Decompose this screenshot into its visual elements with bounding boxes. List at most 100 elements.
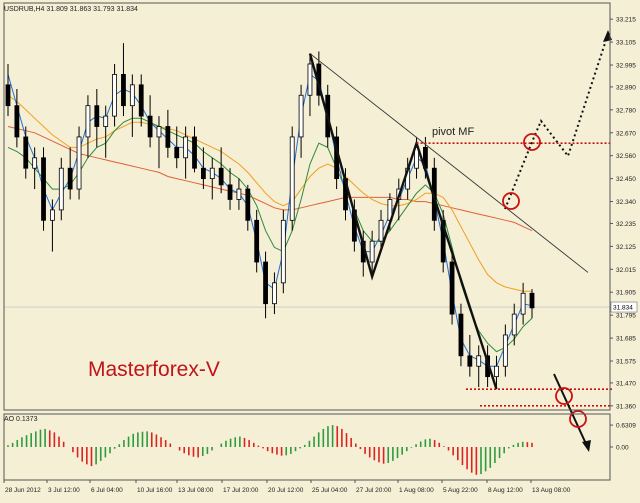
candle-body [156,126,162,138]
candle-body [254,219,260,263]
candle-body [227,184,233,200]
price-tick-label: 32.015 [616,267,636,274]
candle-body [165,126,171,148]
pivot-label: pivot MF [432,126,474,138]
price-tick-label: 32.890 [616,84,636,91]
last-price-label: 31.834 [613,305,633,312]
candle-body [200,167,206,180]
candle-body [245,188,251,221]
candle-body [85,105,91,138]
candle-body [103,115,109,127]
candle-body [529,292,535,309]
candle-body [67,167,73,190]
time-tick-label: 20 Jul 12:00 [268,487,304,494]
axes: 33.215 33.105 32.995 32.890 32.780 32.670 32.5… [3,2,638,494]
candle-body [50,209,55,221]
candle-body [298,94,304,138]
time-tick-label: 5 Aug 22:00 [443,487,478,494]
candle-body [449,261,455,315]
candle-body [467,355,473,367]
candle-body [502,334,508,367]
candle-body [263,261,268,305]
time-tick-label: 6 Jul 04:00 [91,487,123,494]
candle-body [58,167,64,211]
candle-body [511,313,517,336]
candle-body [494,365,499,378]
symbol-header: USDRUB,H4 31.809 31.863 31.793 31.834 [4,6,138,13]
candle-body [440,219,446,263]
last-price-box [610,301,638,313]
candle-body [458,313,464,357]
time-tick-label: 1 Aug 08:00 [399,487,434,494]
bearish-arrow-head [582,440,591,452]
zigzag-line [308,53,498,390]
watermark: Masterforex-V [88,358,220,381]
annotation-circle [569,410,587,428]
price-tick-label: 31.795 [616,313,636,320]
candle-body [183,136,189,159]
candle-body [129,84,135,107]
price-tick-label: 32.125 [616,244,636,251]
candle-body [236,188,242,200]
ma-red-line [7,126,533,232]
analysis-overlay [308,30,612,452]
bullish-projection-path [504,33,609,210]
time-tick-label: 13 Aug 08:00 [532,487,571,494]
ma-green-line [7,117,533,353]
time-tick-label: 3 Jul 12:00 [48,487,80,494]
time-tick-label: 28 Jun 2012 [5,487,41,494]
price-tick-label: 32.450 [616,176,636,183]
candle-body [32,157,38,169]
price-tick-label: 31.575 [616,359,636,366]
candle-body [289,136,295,221]
candle-body [23,136,29,169]
time-tick-label: 10 Jul 16:00 [137,487,173,494]
candle-body [369,240,375,263]
candle-body [147,115,153,138]
candle-body [41,157,46,221]
price-tick-label: 32.670 [616,130,636,137]
price-tick-label: 33.215 [616,17,636,24]
candle-body [174,146,180,159]
price-tick-label: 32.780 [616,107,636,114]
price-tick-label: 32.995 [616,63,636,70]
candle-body [192,136,197,169]
annotation-circle [555,387,573,405]
candle-body [476,355,482,367]
annotation-circle [523,133,541,151]
candle-body [138,84,144,117]
candle-body [378,219,384,242]
ao-panel [7,425,533,475]
candle-body [112,74,117,117]
candle-body [76,136,82,190]
descending-trendline [309,53,589,273]
ao-tick-label: 0.00 [616,445,629,452]
time-tick-label: 8 Aug 12:00 [488,487,523,494]
candle-body [280,219,286,284]
candle-body [520,292,526,315]
price-tick-label: 33.105 [616,40,636,47]
price-tick-label: 32.235 [616,221,636,228]
candle-body [209,167,215,180]
time-tick-label: 13 Jul 08:00 [178,487,214,494]
candle-body [5,84,11,107]
time-tick-label: 27 Jul 20:00 [356,487,392,494]
price-tick-label: 31.905 [616,290,636,297]
price-tick-label: 31.470 [616,380,636,387]
price-tick-label: 31.360 [616,403,636,410]
time-tick-label: 25 Jul 04:00 [312,487,348,494]
candles [5,43,535,390]
candle-body [121,74,126,107]
candle-body [272,282,277,305]
candle-body [14,105,20,138]
candle-body [94,105,100,127]
ao-tick-label: 0.6309 [616,423,636,430]
candle-body [218,167,224,186]
candle-body [307,63,313,96]
candle-body [414,146,419,169]
price-panel-frame [3,2,611,411]
price-tick-label: 32.340 [616,199,636,206]
annotation-circle [502,192,520,210]
